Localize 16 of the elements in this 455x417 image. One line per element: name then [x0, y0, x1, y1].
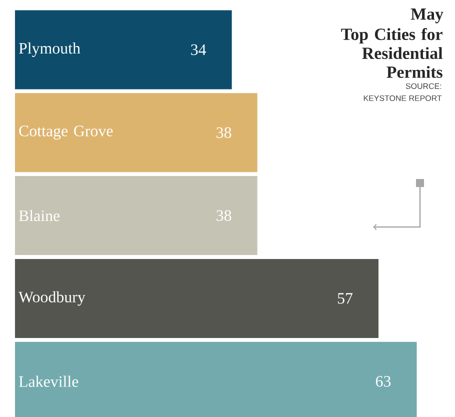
y-tick-label: Plymouth — [18, 42, 80, 57]
y-tick-label: Lakeville — [18, 376, 78, 387]
text: Top Cities for Residential Permits — [341, 28, 443, 78]
y-tick-label: Woodbury — [18, 291, 86, 306]
data-label: 38 — [216, 127, 232, 138]
y-tick-label: Cottage Grove — [19, 126, 113, 140]
data-label: 63 — [376, 376, 391, 387]
bar — [14, 93, 258, 172]
chart-title: May — [410, 8, 444, 24]
data-label: 38 — [216, 210, 232, 221]
data-label: 57 — [338, 293, 353, 304]
bar — [14, 176, 258, 256]
y-tick-label: Blaine — [18, 210, 60, 222]
bar — [14, 10, 232, 90]
bar — [14, 258, 378, 338]
data-label: 34 — [191, 44, 206, 56]
